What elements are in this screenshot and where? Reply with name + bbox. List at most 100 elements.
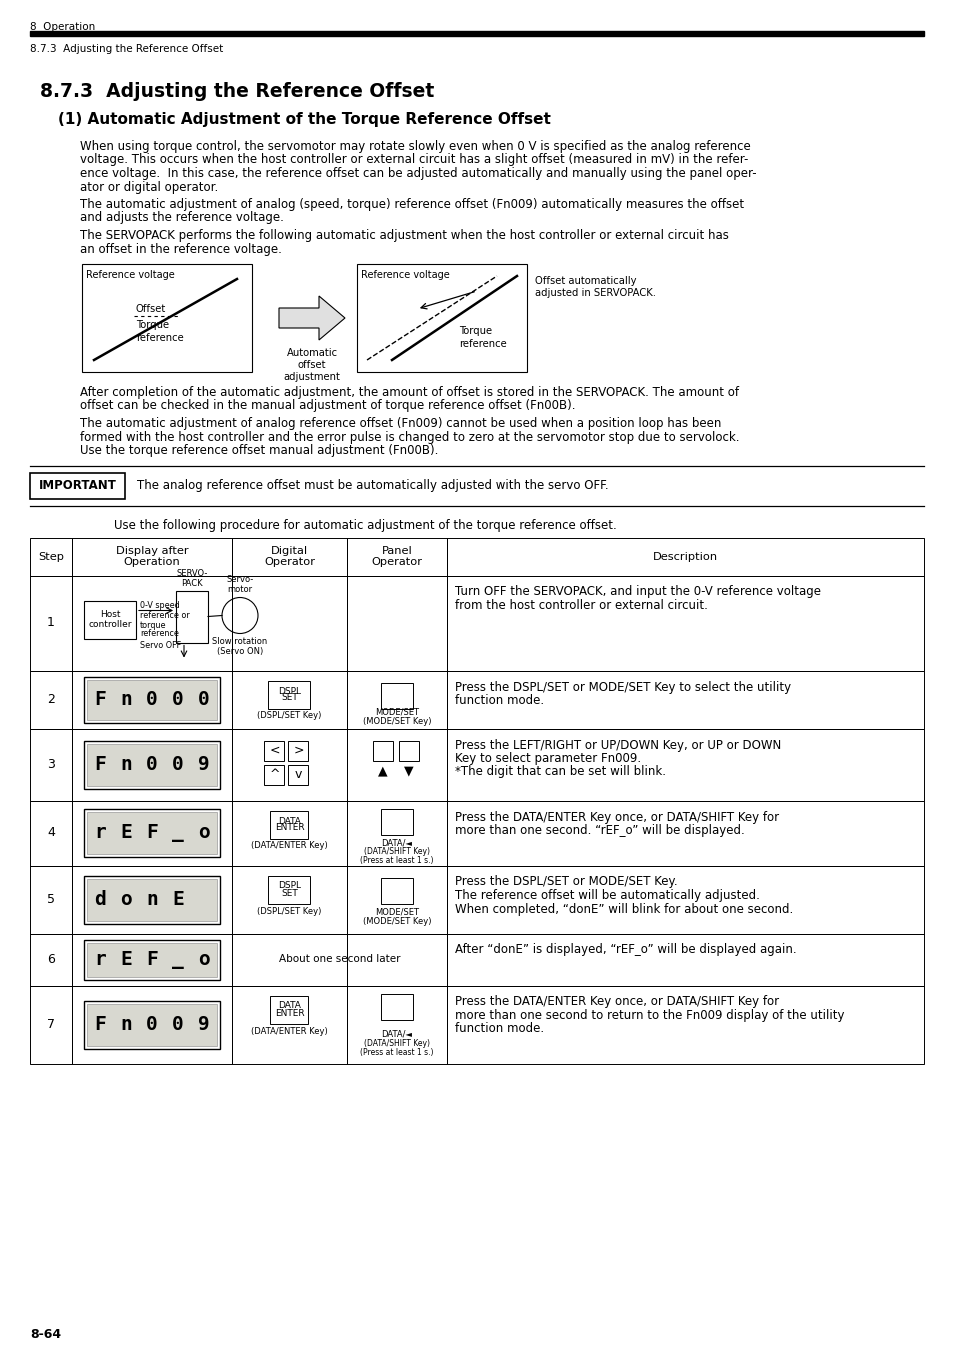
Text: DATA: DATA xyxy=(277,817,300,825)
Bar xyxy=(87,1003,216,1045)
Text: 9: 9 xyxy=(198,1015,210,1034)
Text: Servo-
motor: Servo- motor xyxy=(226,575,253,594)
Bar xyxy=(30,31,923,36)
Bar xyxy=(87,879,216,921)
Text: Press the DSPL/SET or MODE/SET Key.: Press the DSPL/SET or MODE/SET Key. xyxy=(455,876,677,888)
Text: ^: ^ xyxy=(269,768,279,782)
Bar xyxy=(271,995,308,1023)
Bar xyxy=(87,811,216,855)
Bar xyxy=(288,741,308,760)
Text: formed with the host controller and the error pulse is changed to zero at the se: formed with the host controller and the … xyxy=(80,431,739,444)
Bar xyxy=(71,671,232,729)
Bar xyxy=(232,575,347,671)
Text: from the host controller or external circuit.: from the host controller or external cir… xyxy=(455,599,707,612)
Text: F: F xyxy=(146,950,157,969)
Text: 9: 9 xyxy=(198,755,210,774)
Text: Torque: Torque xyxy=(458,325,492,336)
Bar xyxy=(347,671,447,729)
Bar xyxy=(373,741,393,760)
Text: ENTER: ENTER xyxy=(274,1008,304,1018)
Text: F: F xyxy=(94,690,106,709)
Text: >: > xyxy=(293,744,303,757)
Text: Display after
Operation: Display after Operation xyxy=(115,545,188,567)
Text: adjustment: adjustment xyxy=(283,373,340,382)
Text: E: E xyxy=(120,824,132,842)
Text: DATA: DATA xyxy=(277,1002,300,1011)
Text: n: n xyxy=(120,1015,132,1034)
Bar xyxy=(87,679,216,720)
Bar xyxy=(71,537,232,575)
Text: function mode.: function mode. xyxy=(455,1022,543,1035)
Text: 0-V speed: 0-V speed xyxy=(140,601,179,609)
Bar xyxy=(82,265,252,373)
Text: DATA/◄: DATA/◄ xyxy=(381,838,412,846)
Text: 8-64: 8-64 xyxy=(30,1328,61,1341)
Bar xyxy=(380,994,413,1019)
Bar xyxy=(447,537,923,575)
Text: (DATA/ENTER Key): (DATA/ENTER Key) xyxy=(251,841,328,850)
Bar xyxy=(84,741,220,788)
Text: Description: Description xyxy=(652,552,718,562)
Text: Host
controller: Host controller xyxy=(89,610,132,629)
Text: (MODE/SET Key): (MODE/SET Key) xyxy=(362,918,431,926)
Text: Reference voltage: Reference voltage xyxy=(86,270,174,279)
Bar xyxy=(232,986,347,1064)
Text: Step: Step xyxy=(38,552,64,562)
Bar xyxy=(347,729,447,801)
Bar xyxy=(71,729,232,801)
Text: 8.7.3  Adjusting the Reference Offset: 8.7.3 Adjusting the Reference Offset xyxy=(30,45,223,54)
Text: n: n xyxy=(146,890,157,909)
Text: v: v xyxy=(294,768,302,782)
Text: voltage. This occurs when the host controller or external circuit has a slight o: voltage. This occurs when the host contr… xyxy=(80,154,747,166)
Text: adjusted in SERVOPACK.: adjusted in SERVOPACK. xyxy=(535,288,656,298)
Polygon shape xyxy=(278,296,345,340)
Text: r: r xyxy=(94,950,106,969)
Text: DSPL: DSPL xyxy=(277,687,301,695)
Text: F: F xyxy=(94,1015,106,1034)
Text: Press the DATA/ENTER Key once, or DATA/SHIFT Key for: Press the DATA/ENTER Key once, or DATA/S… xyxy=(455,995,779,1008)
Bar xyxy=(71,801,232,865)
Text: 0: 0 xyxy=(146,755,157,774)
Text: Offset: Offset xyxy=(136,304,166,315)
Text: <: < xyxy=(269,744,279,757)
Bar xyxy=(447,575,923,671)
Bar xyxy=(71,865,232,933)
Text: o: o xyxy=(198,950,210,969)
Bar xyxy=(447,671,923,729)
Bar xyxy=(347,801,447,865)
Text: E: E xyxy=(172,890,184,909)
Text: Key to select parameter Fn009.: Key to select parameter Fn009. xyxy=(455,752,640,765)
Text: 0: 0 xyxy=(172,1015,184,1034)
Text: About one second later: About one second later xyxy=(278,954,400,964)
Text: (DATA/ENTER Key): (DATA/ENTER Key) xyxy=(251,1026,328,1035)
Text: SERVO-
PACK: SERVO- PACK xyxy=(176,570,208,589)
Text: F: F xyxy=(146,824,157,842)
Text: d: d xyxy=(94,890,106,909)
Bar xyxy=(232,729,347,801)
Bar xyxy=(71,986,232,1064)
Text: an offset in the reference voltage.: an offset in the reference voltage. xyxy=(80,243,281,255)
Text: reference: reference xyxy=(458,339,506,350)
Bar xyxy=(447,933,923,986)
Text: 0: 0 xyxy=(172,690,184,709)
Text: After “donE” is displayed, “rEF_o” will be displayed again.: After “donE” is displayed, “rEF_o” will … xyxy=(455,944,796,957)
Bar xyxy=(30,575,71,671)
Text: Press the DSPL/SET or MODE/SET Key to select the utility: Press the DSPL/SET or MODE/SET Key to se… xyxy=(455,680,790,694)
Bar xyxy=(447,865,923,933)
Text: SET: SET xyxy=(281,888,297,898)
Text: E: E xyxy=(120,950,132,969)
Text: ▲: ▲ xyxy=(377,764,388,778)
Text: IMPORTANT: IMPORTANT xyxy=(38,479,116,491)
Text: 0: 0 xyxy=(146,1015,157,1034)
Text: When completed, “donE” will blink for about one second.: When completed, “donE” will blink for ab… xyxy=(455,903,792,915)
Text: 0: 0 xyxy=(172,755,184,774)
Text: *The digit that can be set will blink.: *The digit that can be set will blink. xyxy=(455,765,665,779)
Text: 8.7.3  Adjusting the Reference Offset: 8.7.3 Adjusting the Reference Offset xyxy=(40,82,434,101)
Text: F: F xyxy=(94,755,106,774)
Text: Torque: Torque xyxy=(136,320,169,329)
Text: n: n xyxy=(120,690,132,709)
Bar xyxy=(84,876,220,923)
Text: (Press at least 1 s.): (Press at least 1 s.) xyxy=(360,1048,434,1057)
Text: Offset automatically: Offset automatically xyxy=(535,275,636,286)
Text: Press the DATA/ENTER Key once, or DATA/SHIFT Key for: Press the DATA/ENTER Key once, or DATA/S… xyxy=(455,810,779,824)
